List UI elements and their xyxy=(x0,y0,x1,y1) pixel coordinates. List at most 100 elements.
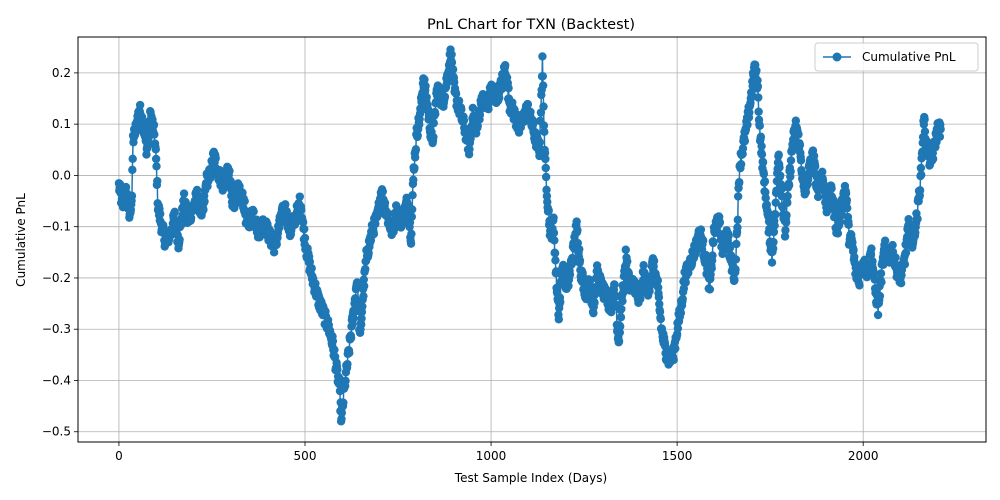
data-point xyxy=(357,314,366,323)
data-point xyxy=(786,156,796,165)
data-point xyxy=(725,243,735,252)
data-point xyxy=(447,58,457,67)
data-point xyxy=(504,83,513,93)
data-point xyxy=(297,205,306,215)
data-point xyxy=(781,218,791,227)
data-point xyxy=(855,281,864,290)
data-point xyxy=(575,245,584,254)
data-point xyxy=(671,344,680,353)
data-point xyxy=(416,106,425,116)
chart-title: PnL Chart for TXN (Backtest) xyxy=(427,17,635,33)
data-point xyxy=(457,105,466,114)
data-point xyxy=(619,283,628,293)
data-point xyxy=(410,153,420,162)
series-group xyxy=(114,45,945,426)
data-point xyxy=(269,248,279,257)
data-point xyxy=(144,134,153,143)
y-tick-label: −0.3 xyxy=(42,322,71,336)
data-point xyxy=(589,308,598,318)
data-point xyxy=(780,232,790,241)
data-point xyxy=(738,144,748,153)
legend-label: Cumulative PnL xyxy=(862,50,956,64)
data-point xyxy=(673,324,683,333)
legend-marker xyxy=(832,52,842,62)
data-point xyxy=(616,313,626,322)
data-point xyxy=(330,345,339,354)
data-point xyxy=(877,277,886,287)
data-point xyxy=(540,127,549,137)
data-point xyxy=(813,192,823,202)
data-point xyxy=(549,213,558,222)
data-point xyxy=(343,359,352,369)
data-point xyxy=(873,310,883,320)
data-point xyxy=(528,120,538,129)
data-point xyxy=(759,169,769,179)
data-point xyxy=(860,255,869,265)
data-point xyxy=(501,60,510,70)
data-point xyxy=(179,189,189,198)
data-point xyxy=(753,76,762,85)
data-point xyxy=(349,314,358,323)
data-point xyxy=(769,237,778,247)
data-point xyxy=(747,90,757,100)
data-point xyxy=(135,100,145,110)
data-point xyxy=(380,198,390,208)
data-point xyxy=(796,156,806,165)
data-point xyxy=(656,314,665,324)
data-point xyxy=(429,118,438,128)
data-point xyxy=(539,102,548,111)
data-point xyxy=(540,148,550,158)
data-point xyxy=(827,184,836,193)
data-point xyxy=(554,315,563,324)
data-point xyxy=(422,93,431,102)
data-point xyxy=(708,251,717,260)
data-point xyxy=(551,256,560,265)
data-point xyxy=(359,291,368,301)
data-point xyxy=(282,207,291,216)
data-point xyxy=(768,244,778,253)
data-point xyxy=(607,307,616,317)
y-tick-label: −0.1 xyxy=(42,220,71,234)
data-point xyxy=(542,185,551,195)
data-point xyxy=(538,72,547,81)
data-point xyxy=(698,236,708,245)
x-tick-label: 1000 xyxy=(476,449,507,463)
data-point xyxy=(649,256,659,266)
data-point xyxy=(137,112,147,122)
data-point xyxy=(565,270,575,279)
data-point xyxy=(844,220,853,229)
data-point xyxy=(761,193,770,203)
y-axis-ticks: −0.5 −0.4 −0.3 −0.2 −0.1 0.0 0.1 0.2 xyxy=(42,66,78,439)
data-point xyxy=(307,264,316,273)
data-point xyxy=(617,304,626,314)
data-point xyxy=(752,66,761,75)
data-point xyxy=(341,376,350,386)
data-point xyxy=(777,185,786,194)
data-point xyxy=(454,96,464,105)
data-point xyxy=(888,240,897,250)
data-point xyxy=(678,294,687,304)
plot-area: 0 500 1000 1500 2000 −0.5 −0.4 −0.3 −0.2 −0.1 0.0… xyxy=(42,36,987,463)
data-point xyxy=(153,176,162,186)
data-point xyxy=(413,131,422,140)
data-point xyxy=(616,322,625,331)
data-point xyxy=(618,296,627,306)
data-point xyxy=(736,159,746,169)
data-point xyxy=(572,217,581,226)
data-point xyxy=(849,245,858,255)
data-point xyxy=(610,280,619,289)
data-point xyxy=(611,292,620,301)
data-point xyxy=(758,158,768,167)
data-point xyxy=(810,162,820,171)
data-point xyxy=(305,257,315,266)
data-point xyxy=(696,225,706,234)
data-point xyxy=(866,250,876,260)
y-tick-label: −0.4 xyxy=(42,373,71,387)
data-point xyxy=(724,231,733,241)
data-point xyxy=(896,278,906,288)
data-point xyxy=(564,281,573,291)
y-tick-label: 0.0 xyxy=(52,168,71,182)
x-tick-label: 2000 xyxy=(848,449,879,463)
data-point xyxy=(200,197,209,206)
